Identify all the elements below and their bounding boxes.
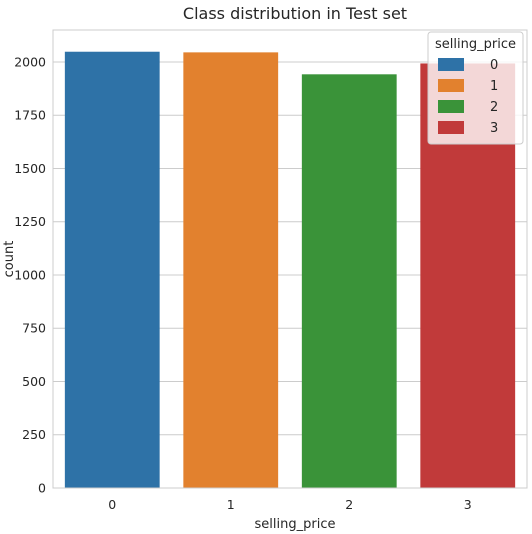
y-tick-label: 2000 xyxy=(14,54,46,69)
y-tick-label: 1250 xyxy=(14,214,46,229)
legend-swatch-1 xyxy=(438,79,464,92)
bar-1 xyxy=(183,52,279,489)
plot-frame xyxy=(52,29,528,489)
legend-label: 2 xyxy=(490,100,498,115)
legend-title: selling_price xyxy=(435,37,516,52)
x-tick-label: 2 xyxy=(345,497,353,512)
y-tick-label: 750 xyxy=(22,321,46,336)
y-tick-label: 1750 xyxy=(14,108,46,123)
legend-label: 1 xyxy=(490,79,498,94)
y-tick-label: 1500 xyxy=(14,161,46,176)
y-tick-label: 500 xyxy=(22,374,46,389)
y-tick-labels: 0 250 500 750 1000 1250 1500 1750 2000 xyxy=(14,54,46,495)
legend-label: 3 xyxy=(490,121,498,136)
x-tick-label: 1 xyxy=(227,497,235,512)
legend-swatch-0 xyxy=(438,58,464,71)
y-axis-label: count xyxy=(2,241,17,278)
bar-0 xyxy=(64,51,160,489)
y-tick-label: 250 xyxy=(22,427,46,442)
legend-swatch-3 xyxy=(438,121,464,134)
y-tick-label: 1000 xyxy=(14,267,46,282)
y-tick-label: 0 xyxy=(38,481,46,496)
x-tick-label: 0 xyxy=(108,497,116,512)
legend-swatch-2 xyxy=(438,100,464,113)
legend: selling_price 0 1 2 3 xyxy=(427,31,524,145)
bar-2 xyxy=(301,74,397,488)
chart-title: Class distribution in Test set xyxy=(183,4,407,23)
x-axis-label: selling_price xyxy=(255,517,336,532)
x-tick-labels: 0 1 2 3 xyxy=(108,497,471,512)
x-tick-label: 3 xyxy=(464,497,472,512)
legend-entries: 0 1 2 3 xyxy=(438,58,498,136)
legend-label: 0 xyxy=(490,58,498,73)
